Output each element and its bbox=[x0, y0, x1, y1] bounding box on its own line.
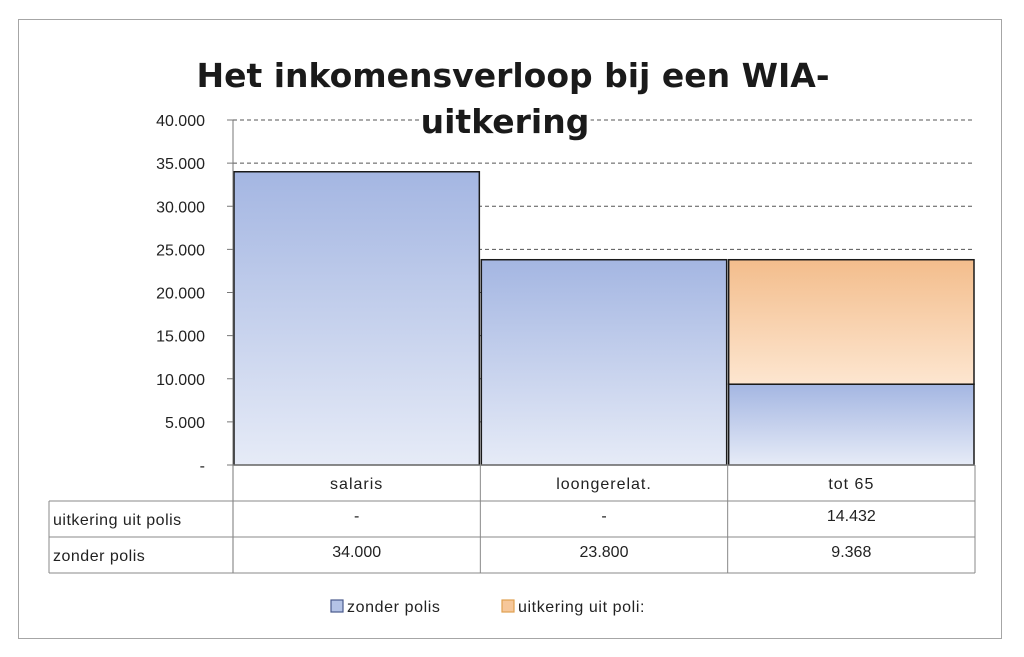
y-tick-label: 5.000 bbox=[165, 415, 205, 432]
table-row-label: uitkering uit polis bbox=[53, 512, 182, 529]
legend-label: uitkering uit poli: bbox=[518, 599, 645, 616]
y-tick-label: - bbox=[200, 458, 205, 475]
bar-uitkering-uit-polis-2 bbox=[727, 258, 975, 385]
bar-zonder-polis-0 bbox=[233, 171, 481, 466]
table-cell-value: 9.368 bbox=[831, 544, 871, 561]
table-row-label: zonder polis bbox=[53, 548, 145, 565]
legend-label: zonder polis bbox=[347, 599, 440, 616]
y-tick-label: 10.000 bbox=[156, 372, 205, 389]
table-cell-value: 14.432 bbox=[827, 508, 876, 525]
y-tick-label: 35.000 bbox=[156, 156, 205, 173]
chart-title-line: uitkering bbox=[421, 102, 590, 141]
chart-title-line: Het inkomensverloop bij een WIA- bbox=[196, 56, 829, 95]
legend-swatch bbox=[501, 599, 515, 613]
category-label: tot 65 bbox=[828, 476, 874, 493]
table-cell-value: 34.000 bbox=[332, 544, 381, 561]
y-tick-label: 40.000 bbox=[156, 113, 205, 130]
bar-zonder-polis-1 bbox=[480, 258, 728, 466]
y-tick-label: 25.000 bbox=[156, 242, 205, 259]
bar-zonder-polis-2 bbox=[727, 383, 975, 466]
y-tick-label: 15.000 bbox=[156, 329, 205, 346]
table-cell-value: - bbox=[601, 508, 606, 525]
category-label: salaris bbox=[330, 476, 383, 493]
table-cell-value: - bbox=[354, 508, 359, 525]
table-cell-value: 23.800 bbox=[580, 544, 629, 561]
legend-swatch bbox=[330, 599, 344, 613]
y-tick-label: 20.000 bbox=[156, 286, 205, 303]
y-tick-label: 30.000 bbox=[156, 199, 205, 216]
category-label: loongerelat. bbox=[556, 476, 652, 493]
